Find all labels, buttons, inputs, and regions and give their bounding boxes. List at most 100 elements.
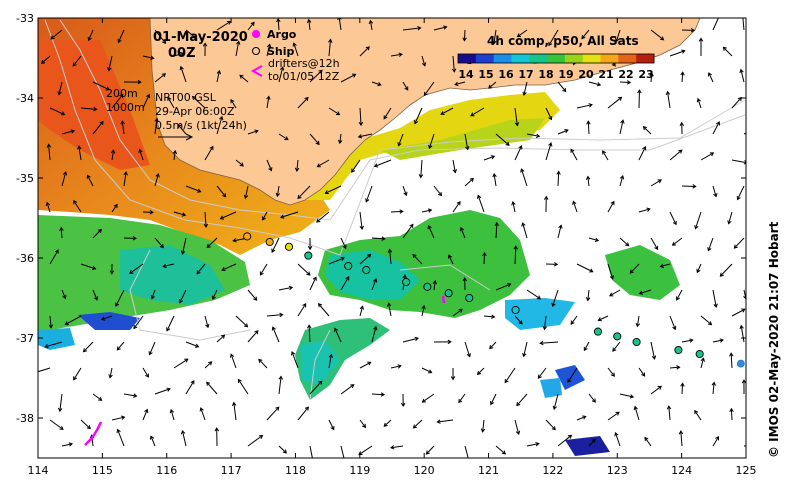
current-arrow bbox=[607, 263, 615, 280]
current-arrow bbox=[149, 435, 156, 447]
y-axis: -33 -34 -35 -36 -37 -38 bbox=[16, 12, 746, 425]
current-arrow bbox=[619, 237, 630, 247]
current-arrow bbox=[92, 289, 99, 301]
current-arrow bbox=[386, 302, 392, 317]
current-arrow bbox=[551, 289, 559, 308]
current-arrow bbox=[719, 263, 733, 277]
current-arrow bbox=[552, 393, 559, 411]
current-arrow bbox=[739, 324, 745, 343]
sst-field bbox=[38, 18, 680, 456]
drifter-legend-icon bbox=[250, 65, 263, 77]
current-arrow bbox=[259, 263, 268, 276]
current-arrow bbox=[142, 210, 154, 215]
current-arrow bbox=[202, 42, 208, 57]
current-arrow bbox=[359, 253, 372, 265]
current-arrow bbox=[650, 179, 662, 187]
colorbar-ticks: 14 15 16 17 18 19 20 21 22 23 bbox=[458, 68, 653, 81]
current-arrow bbox=[459, 226, 466, 239]
current-arrow bbox=[390, 209, 404, 214]
current-arrow bbox=[172, 149, 178, 161]
current-arrow bbox=[278, 66, 285, 83]
current-arrow bbox=[480, 419, 486, 433]
current-arrow bbox=[537, 367, 547, 379]
current-arrow bbox=[38, 367, 51, 374]
sst-teal-sw bbox=[120, 245, 225, 305]
current-arrow bbox=[371, 236, 386, 241]
current-arrow bbox=[297, 96, 309, 109]
x-tick-label: 120 bbox=[414, 464, 435, 477]
current-arrow bbox=[414, 107, 423, 125]
isobath-200-label: 200m bbox=[106, 87, 138, 100]
current-arrow bbox=[173, 51, 185, 57]
colorbar-tick-label: 17 bbox=[518, 68, 533, 81]
current-arrow bbox=[166, 315, 175, 332]
current-arrow bbox=[729, 407, 734, 421]
current-arrow bbox=[87, 29, 94, 42]
current-arrow bbox=[520, 168, 528, 187]
current-arrow bbox=[64, 315, 82, 326]
current-arrow bbox=[619, 175, 625, 187]
sst-yellow-coast bbox=[300, 92, 560, 200]
current-arrow bbox=[588, 81, 602, 87]
current-arrow bbox=[297, 185, 311, 200]
current-arrow bbox=[450, 367, 456, 381]
current-arrow bbox=[216, 115, 224, 135]
current-arrow bbox=[324, 185, 342, 195]
ship-station-marker bbox=[284, 242, 294, 251]
current-arrow bbox=[266, 159, 273, 172]
current-arrow bbox=[680, 382, 685, 395]
x-tick-label: 124 bbox=[671, 464, 692, 477]
current-arrow bbox=[142, 367, 149, 378]
argo-legend-label: Argo bbox=[267, 28, 297, 41]
current-arrow bbox=[629, 263, 640, 274]
current-arrow bbox=[440, 107, 454, 116]
current-arrow bbox=[522, 341, 528, 358]
current-arrow bbox=[373, 159, 392, 168]
ship-station-marker bbox=[613, 332, 622, 341]
current-arrow bbox=[397, 133, 404, 147]
current-arrow bbox=[357, 133, 373, 139]
current-arrow bbox=[108, 367, 113, 379]
current-arrow bbox=[700, 152, 715, 161]
current-arrow bbox=[402, 223, 414, 239]
current-arrow bbox=[154, 387, 171, 395]
current-arrow bbox=[707, 72, 714, 83]
current-arrow bbox=[216, 20, 232, 31]
current-arrow bbox=[671, 237, 683, 246]
current-arrow bbox=[597, 315, 609, 322]
current-arrow bbox=[247, 21, 255, 31]
current-arrow bbox=[679, 121, 685, 135]
current-arrow bbox=[666, 405, 672, 421]
current-arrow bbox=[107, 55, 113, 72]
current-arrow bbox=[428, 133, 435, 150]
current-arrow bbox=[570, 148, 578, 161]
ship-station-marker bbox=[402, 277, 411, 287]
current-arrow bbox=[635, 315, 641, 328]
plot-frame bbox=[37, 17, 747, 459]
current-arrow bbox=[742, 18, 745, 31]
ship-station-marker bbox=[423, 282, 432, 291]
current-arrow bbox=[743, 445, 746, 447]
colorbar-segment bbox=[547, 54, 566, 63]
current-arrow bbox=[421, 55, 427, 67]
current-arrow bbox=[278, 285, 294, 291]
current-arrow bbox=[328, 38, 333, 57]
current-arrow bbox=[368, 19, 374, 31]
current-arrow bbox=[476, 194, 485, 213]
current-arrow bbox=[290, 351, 299, 369]
current-arrow bbox=[495, 283, 512, 291]
current-arrow bbox=[476, 367, 485, 376]
current-arrow bbox=[211, 289, 218, 300]
current-arrow bbox=[638, 367, 646, 377]
current-arrow bbox=[711, 381, 717, 395]
current-arrow bbox=[400, 393, 406, 408]
current-arrow bbox=[45, 201, 51, 213]
ship-station-marker bbox=[593, 327, 603, 336]
colorbar-tick-label: 23 bbox=[638, 68, 653, 81]
current-arrow bbox=[154, 73, 167, 83]
drifter-tracks bbox=[84, 295, 446, 446]
current-arrow bbox=[585, 289, 591, 302]
current-arrow bbox=[516, 393, 528, 407]
current-arrow bbox=[390, 364, 402, 369]
current-arrow bbox=[458, 393, 466, 404]
